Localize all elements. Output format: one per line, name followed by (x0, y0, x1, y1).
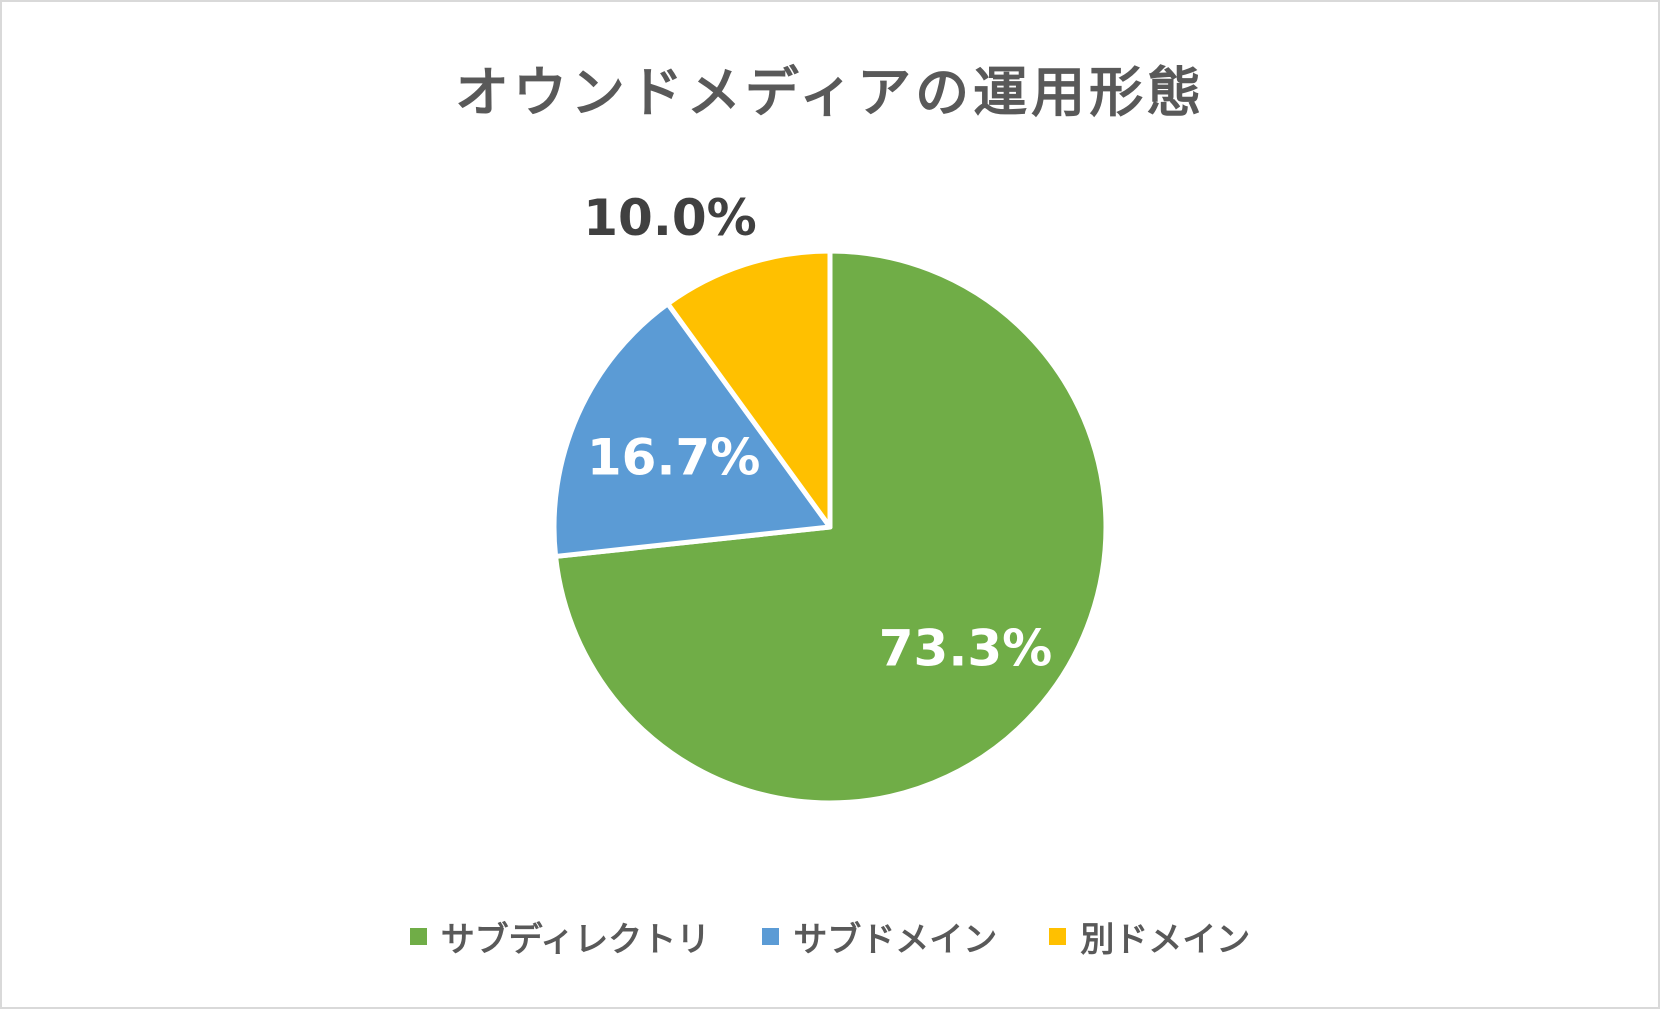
legend-label-subdomain: サブドメイン (793, 920, 998, 960)
legend-item-subdirectory: サブディレクトリ (409, 912, 711, 961)
data-label-separate-domain: 10.0% (583, 189, 756, 247)
legend-label-subdirectory: サブディレクトリ (440, 920, 711, 960)
legend-item-separate-domain: 別ドメイン (1049, 912, 1250, 961)
pie-slice-separate-domain (665, 248, 833, 530)
chart-title: オウンドメディアの運用形態 (454, 61, 1206, 124)
legend: サブディレクトリ サブドメイン 別ドメイン (0, 912, 1660, 961)
legend-swatch-separate-domain (1049, 928, 1067, 945)
legend-swatch-subdomain (762, 928, 780, 945)
data-label-subdirectory: 73.3% (879, 620, 1052, 678)
legend-swatch-subdirectory (409, 928, 427, 945)
legend-label-separate-domain: 別ドメイン (1080, 920, 1251, 960)
legend-item-subdomain: サブドメイン (762, 912, 997, 961)
pie-slice-subdomain (551, 301, 833, 559)
data-label-subdomain: 16.7% (587, 429, 760, 487)
